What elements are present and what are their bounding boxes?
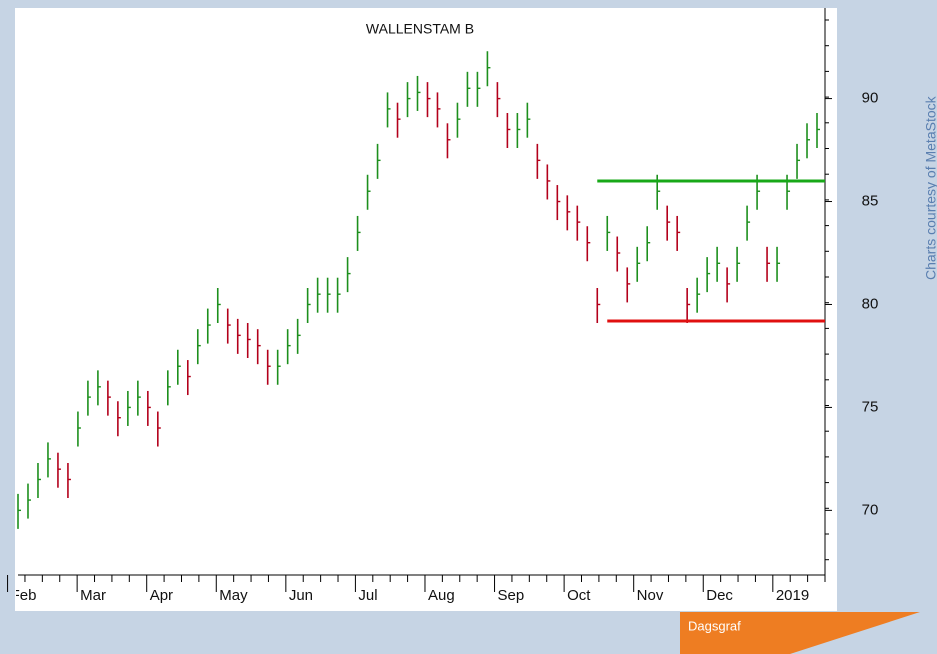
y-tick-label: 85 xyxy=(862,192,879,209)
chart-area xyxy=(15,8,837,611)
x-tick-label: Jul xyxy=(358,587,377,604)
x-tick-label: Jun xyxy=(289,587,313,604)
x-tick-label: Aug xyxy=(428,587,455,604)
x-tick-label: May xyxy=(219,587,248,604)
tag-bg xyxy=(680,612,920,654)
y-tick-label: 70 xyxy=(862,501,879,518)
y-tick-label: 80 xyxy=(862,295,879,312)
x-tick-label: Apr xyxy=(150,587,173,604)
y-tick-label: 75 xyxy=(862,398,879,415)
x-tick-label: Nov xyxy=(637,587,664,604)
chart-title: WALLENSTAM B xyxy=(366,21,474,37)
y-tick-label: 90 xyxy=(862,90,879,107)
x-tick-label: Oct xyxy=(567,587,591,604)
source: Charts courtesy of MetaStock xyxy=(923,95,937,280)
tag: Dagsgraf xyxy=(688,618,741,633)
x-tick-label: Mar xyxy=(80,587,106,604)
x-tick-label: Feb xyxy=(11,587,37,604)
x-tick-label: 2019 xyxy=(776,587,809,604)
x-tick-label: Sep xyxy=(498,587,525,604)
x-tick-label: Dec xyxy=(706,587,733,604)
